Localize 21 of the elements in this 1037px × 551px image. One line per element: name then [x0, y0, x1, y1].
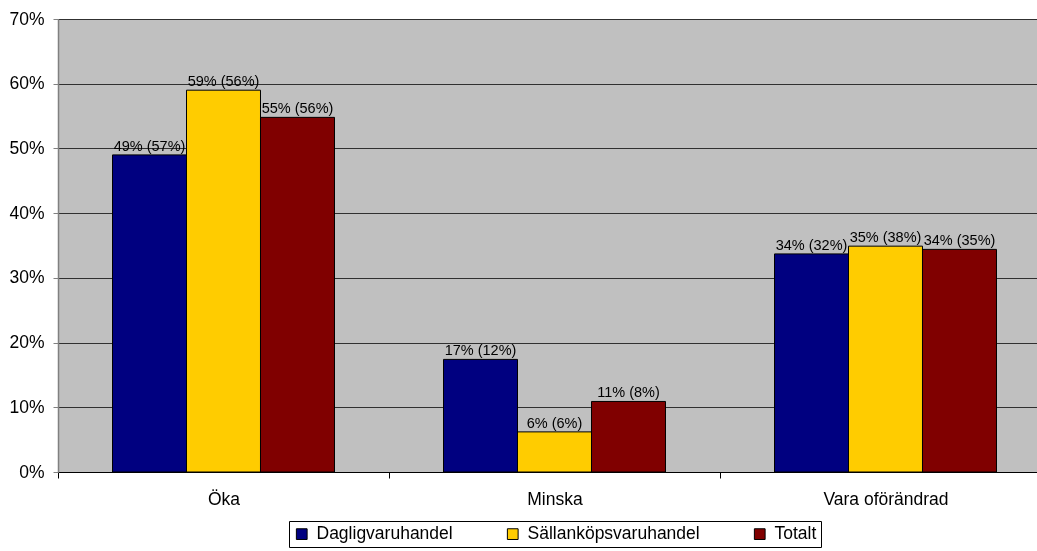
x-tick-label: Vara oförändrad [823, 488, 949, 509]
x-tick-label: Öka [207, 488, 241, 509]
data-label: 6% (6%) [526, 414, 583, 431]
y-tick-label: 20% [9, 332, 45, 353]
data-label: 11% (8%) [597, 384, 660, 401]
data-label: 35% (38%) [849, 229, 922, 246]
data-label: 34% (35%) [923, 232, 996, 249]
y-tick-label: 30% [9, 267, 45, 288]
y-tick-label: 10% [9, 396, 45, 417]
legend-label: Sällanköpsvaruhandel [527, 523, 700, 544]
y-tick-label: 70% [9, 8, 45, 29]
y-tick-label: 50% [9, 137, 45, 158]
y-tick-label: 0% [19, 461, 45, 482]
data-label: 17% (12%) [444, 342, 517, 359]
legend-label: Dagligvaruhandel [316, 523, 453, 544]
data-label: 55% (56%) [261, 100, 334, 117]
data-label: 34% (32%) [775, 236, 848, 253]
x-tick-label: Minska [527, 488, 583, 509]
legend-label: Totalt [774, 523, 817, 544]
y-tick-label: 40% [9, 202, 45, 223]
y-tick-label: 60% [9, 73, 45, 94]
